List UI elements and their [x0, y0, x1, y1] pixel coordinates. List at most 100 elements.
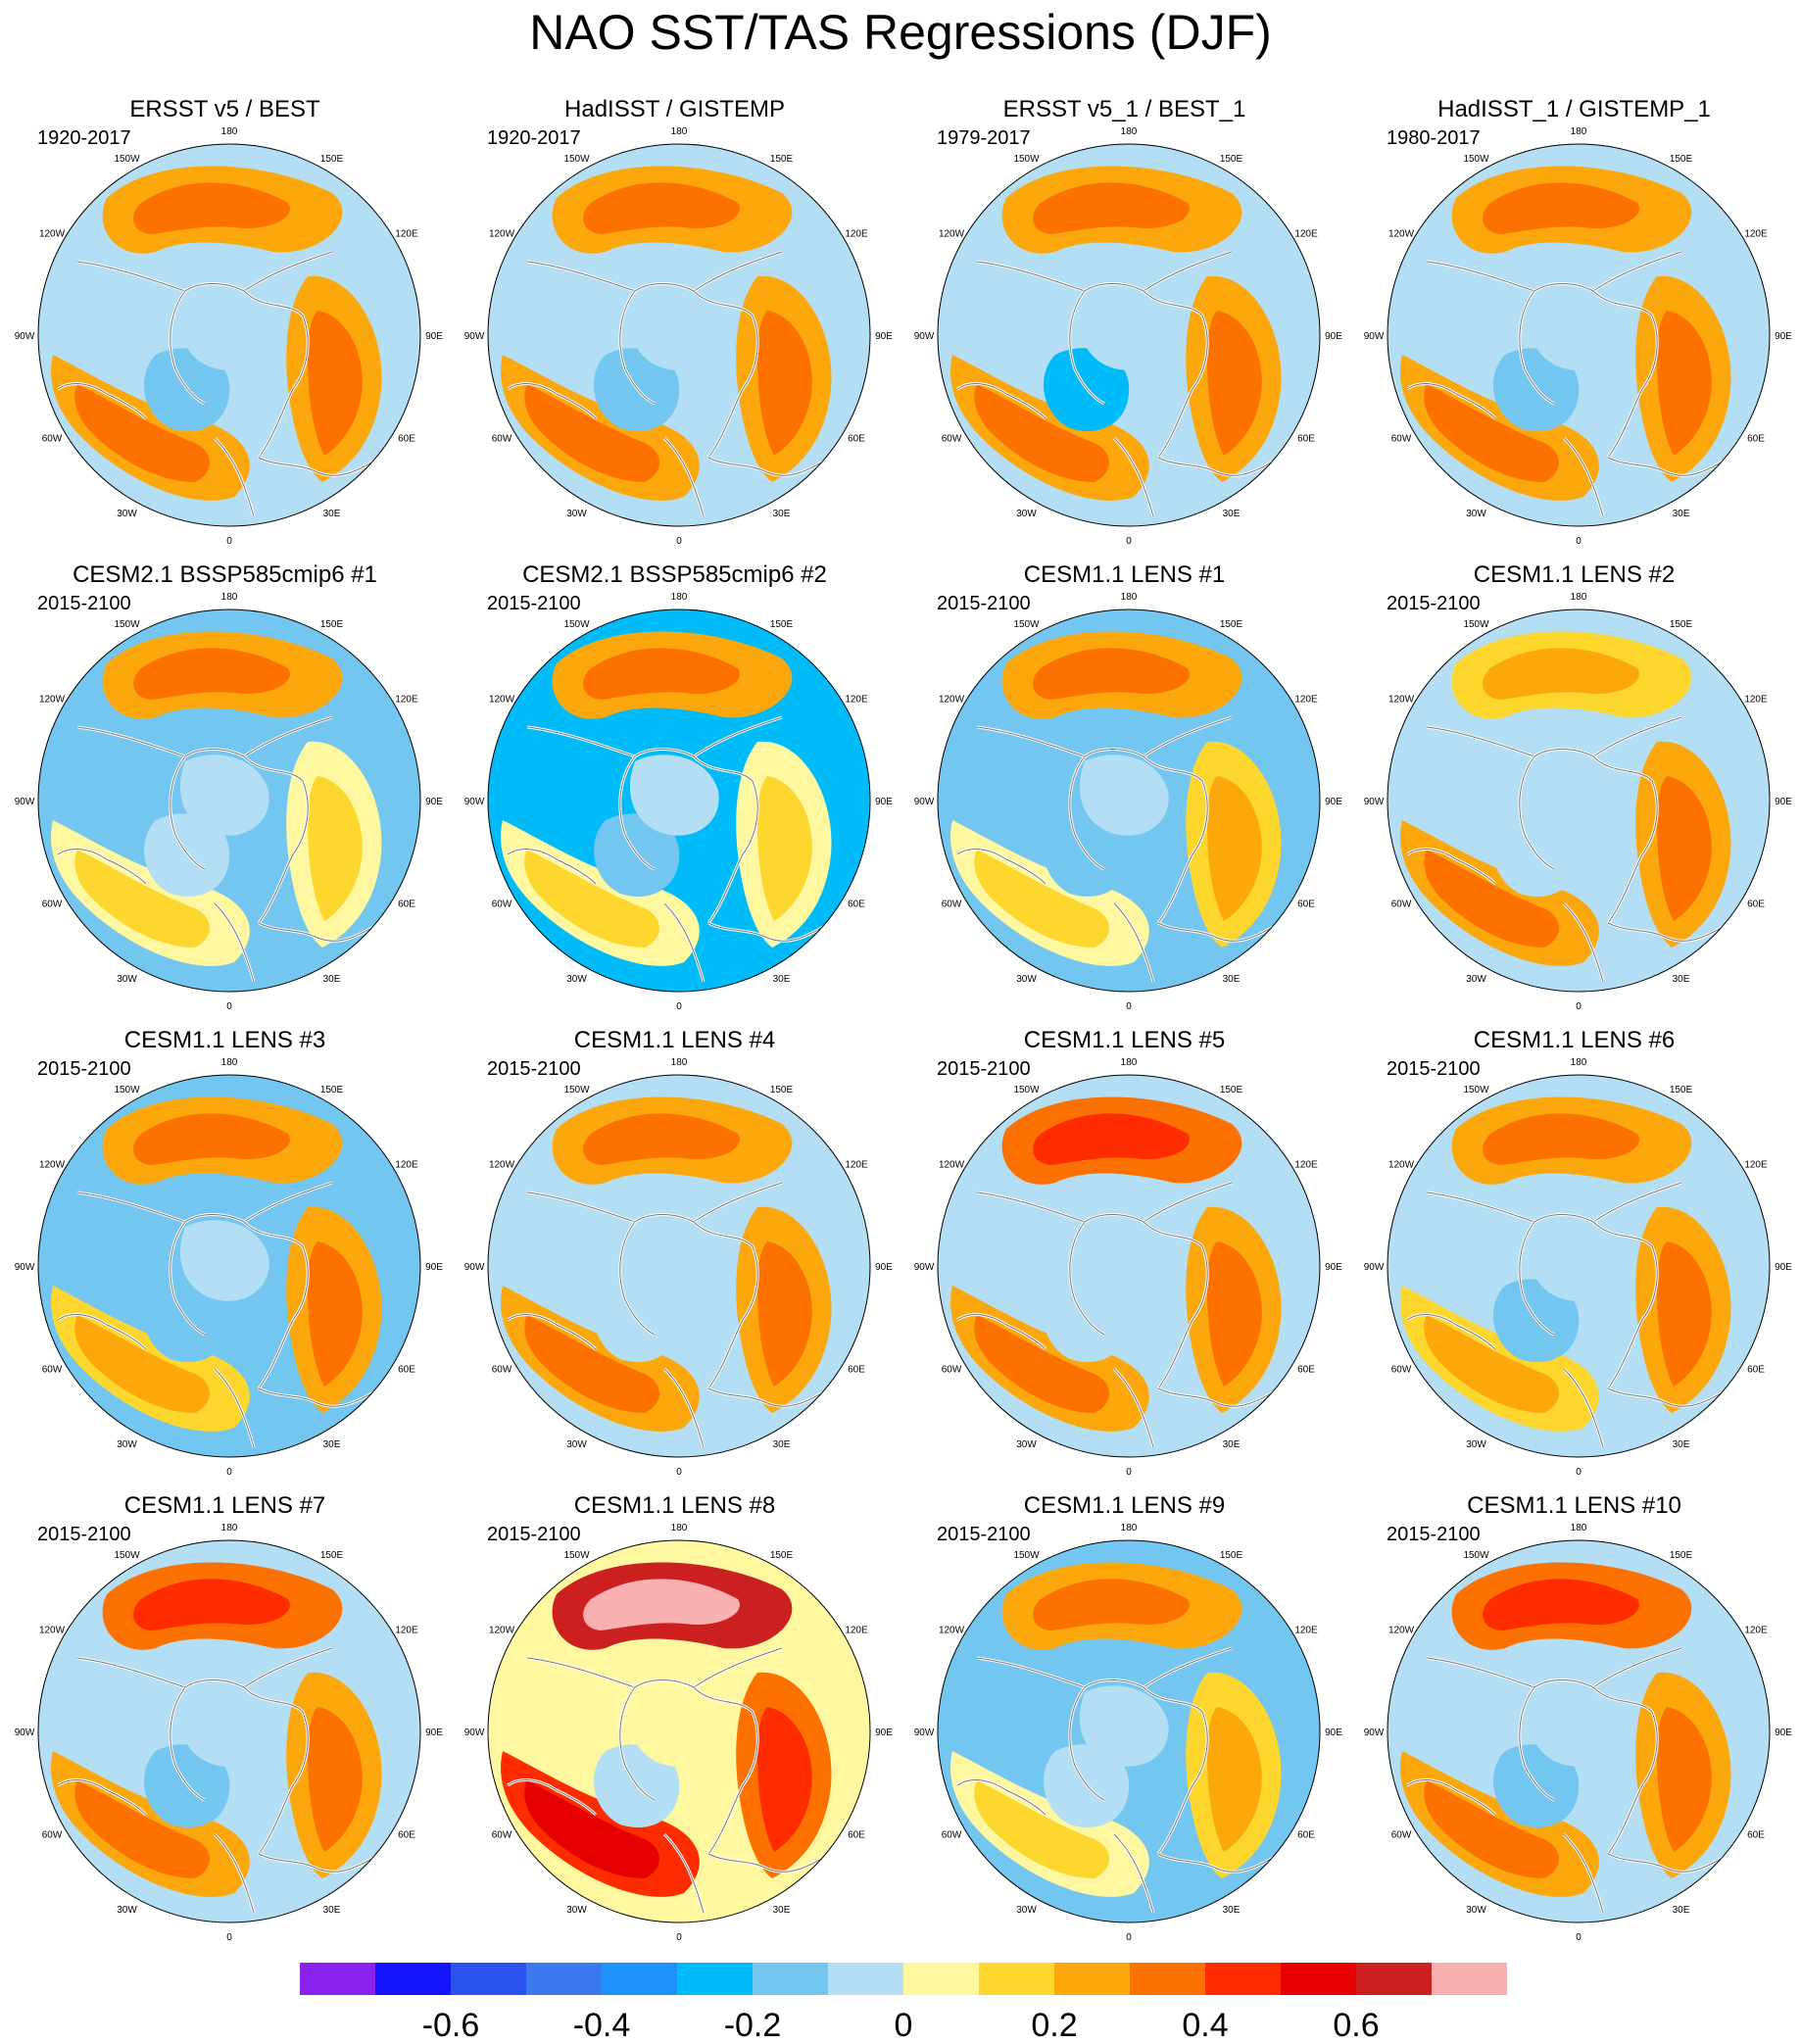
map-panel: CESM2.1 BSSP585cmip6 #1 2015-2100 180 150E 1…	[0, 561, 450, 1028]
region-eurasia-core	[308, 1707, 363, 1852]
colorbar-tick-label: 0.4	[1182, 2007, 1228, 2044]
coastline	[1406, 383, 1496, 419]
panel-title: CESM1.1 LENS #1	[1023, 561, 1226, 588]
longitude-label: 90E	[1775, 1262, 1792, 1273]
longitude-label: 150W	[1013, 619, 1040, 630]
longitude-label: 90W	[15, 331, 35, 342]
map-field	[488, 1075, 870, 1457]
longitude-label: 60E	[398, 900, 415, 910]
panel-title: CESM1.1 LENS #10	[1467, 1492, 1681, 1519]
longitude-label: 0	[1126, 1932, 1132, 1943]
longitude-label: 150W	[1463, 1085, 1489, 1095]
coastline	[1563, 1833, 1604, 1914]
map-panel: CESM1.1 LENS #2 2015-2100 180 150E 120E 90E 60…	[1349, 561, 1799, 1028]
colorbar-tick-label: 0.2	[1031, 2007, 1077, 2044]
region-eurasia-core	[308, 311, 363, 456]
longitude-label: 90E	[1325, 1728, 1342, 1738]
map-panel: CESM2.1 BSSP585cmip6 #2 2015-2100 180 150E 1…	[450, 561, 900, 1028]
longitude-label: 30E	[323, 1439, 341, 1450]
region-arctic	[179, 1220, 269, 1301]
colorbar-tick-label: -0.6	[422, 2007, 480, 2044]
longitude-label: 90W	[15, 1728, 35, 1738]
map-field	[488, 144, 870, 526]
region-arctic	[1529, 289, 1619, 370]
longitude-label: 180	[671, 1523, 688, 1533]
colorbar-swatch	[979, 1963, 1054, 1995]
coastline	[1406, 1779, 1496, 1816]
region-north-atlantic-core	[524, 850, 659, 948]
coastline	[707, 1853, 832, 1873]
panel-period: 1980-2017	[1387, 127, 1481, 149]
coastline	[243, 1686, 309, 1855]
longitude-label: 30E	[1673, 1905, 1690, 1916]
coastline	[693, 290, 758, 459]
coastline	[1157, 457, 1282, 476]
colorbar-swatch	[451, 1963, 526, 1995]
longitude-label: 30E	[1673, 974, 1690, 985]
longitude-label: 30W	[1466, 1439, 1486, 1450]
longitude-label: 60E	[1297, 1830, 1315, 1841]
region-eurasia-core	[1657, 1241, 1712, 1387]
longitude-label: 180	[1571, 1523, 1587, 1533]
longitude-label: 30W	[117, 1439, 137, 1450]
coastline	[1069, 1221, 1105, 1336]
coastline	[1069, 755, 1105, 870]
panel-title: CESM1.1 LENS #3	[123, 1027, 326, 1053]
longitude-label: 0	[1576, 1001, 1582, 1012]
longitude-label: 120W	[489, 229, 515, 240]
region-north-pacific-core	[583, 1113, 740, 1165]
coastline	[1113, 437, 1154, 517]
longitude-label: 30E	[1673, 509, 1690, 519]
panel-period: 2015-2100	[37, 1058, 131, 1080]
coastline	[1607, 922, 1731, 942]
panel-title: HadISST_1 / GISTEMP_1	[1437, 96, 1711, 122]
longitude-label: 30E	[323, 1905, 341, 1916]
longitude-label: 90E	[1325, 797, 1342, 807]
longitude-label: 120E	[395, 229, 418, 240]
map-field	[38, 144, 420, 526]
longitude-label: 150W	[114, 619, 140, 630]
longitude-label: 30W	[1016, 974, 1037, 985]
longitude-label: 0	[226, 1001, 232, 1012]
longitude-label: 90E	[425, 1728, 443, 1738]
coastline	[1607, 1387, 1731, 1407]
longitude-label: 180	[221, 592, 238, 603]
coastline	[976, 1647, 1233, 1688]
polar-map: 180 150E 120E 90E 60E 30E 0 30W 60W 90W 120W 150W	[914, 592, 1343, 1012]
map-field	[938, 1075, 1320, 1457]
longitude-label: 150W	[1463, 154, 1489, 165]
panel-period: 1920-2017	[37, 127, 131, 149]
longitude-label: 90W	[1364, 797, 1385, 807]
coastline	[1143, 1221, 1208, 1389]
longitude-label: 0	[676, 1467, 682, 1478]
region-eurasia-core	[757, 311, 812, 456]
coastline	[1113, 1833, 1154, 1914]
coastline	[956, 1314, 1047, 1350]
longitude-label: 60E	[1297, 434, 1315, 445]
region-north-pacific-core	[133, 648, 290, 700]
longitude-label: 150E	[1670, 1085, 1693, 1095]
coastline	[243, 755, 309, 924]
map-panel: ERSST v5_1 / BEST_1 1979-2017 180 150E 120E 9…	[900, 96, 1349, 562]
coastline	[1519, 755, 1555, 870]
coastline	[663, 1368, 705, 1448]
coastline	[214, 902, 255, 983]
longitude-label: 180	[671, 1057, 688, 1068]
longitude-label: 30E	[1223, 1905, 1241, 1916]
region-arctic	[1079, 289, 1169, 370]
region-north-pacific-core	[1483, 1579, 1639, 1630]
map-border	[1387, 1539, 1771, 1923]
longitude-label: 0	[1576, 1932, 1582, 1943]
longitude-label: 0	[1126, 1001, 1132, 1012]
coastline	[57, 1314, 147, 1350]
region-arctic	[179, 1685, 269, 1767]
longitude-label: 60W	[1391, 434, 1412, 445]
longitude-label: 90W	[15, 1262, 35, 1273]
longitude-label: 120W	[939, 1160, 965, 1171]
region-north-atlantic-core	[974, 1780, 1109, 1878]
coastline	[526, 716, 783, 757]
longitude-label: 30W	[1466, 509, 1486, 519]
longitude-label: 90W	[15, 797, 35, 807]
coastline	[526, 251, 783, 292]
region-eurasia-core	[1657, 311, 1712, 456]
